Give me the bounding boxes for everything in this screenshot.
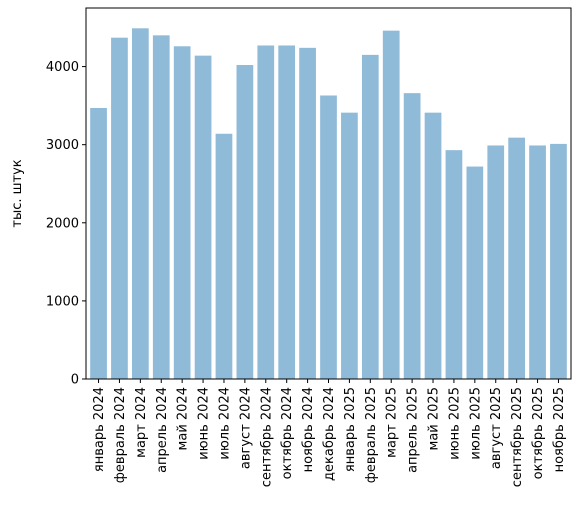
x-tick-label: апрель 2025 (406, 387, 421, 473)
y-tick-label: 3000 (46, 138, 79, 153)
x-axis: январь 2024 февраль 2024 март 2024 апрель 2… (92, 379, 567, 487)
bar (152, 35, 170, 379)
x-tick-label: январь 2025 (343, 387, 358, 472)
x-tick-label: январь 2024 (92, 387, 107, 472)
x-tick-label: май 2025 (427, 387, 442, 450)
y-tick-label: 1000 (46, 294, 79, 309)
bar (382, 30, 400, 380)
bar (236, 65, 254, 379)
x-tick-label: октябрь 2024 (280, 387, 295, 479)
bar (299, 47, 316, 380)
bar (90, 107, 107, 380)
bar (445, 150, 463, 379)
x-tick-label: декабрь 2024 (322, 387, 337, 481)
bar (173, 46, 191, 380)
bar (215, 133, 233, 379)
x-tick-label: февраль 2024 (113, 387, 128, 483)
bar (529, 145, 546, 379)
bar (278, 45, 296, 379)
x-tick-label: июль 2025 (468, 387, 483, 460)
y-tick-label: 2000 (46, 216, 79, 231)
y-axis: 0 1000 2000 3000 4000 (46, 60, 86, 388)
x-tick-label: июнь 2024 (197, 387, 212, 460)
x-tick-label: март 2024 (134, 387, 149, 458)
x-tick-label: май 2024 (176, 387, 191, 450)
bar (257, 45, 275, 379)
y-tick-label: 4000 (46, 60, 79, 75)
x-tick-label: август 2024 (238, 387, 253, 469)
bar (508, 137, 526, 379)
bar (361, 54, 379, 379)
bar (487, 145, 505, 379)
x-tick-label: ноябрь 2024 (301, 387, 316, 472)
bar (194, 55, 212, 379)
bar (341, 112, 358, 380)
x-tick-label: сентябрь 2024 (259, 387, 274, 487)
x-tick-label: сентябрь 2025 (510, 387, 525, 487)
x-tick-label: октябрь 2025 (531, 387, 546, 479)
bar (320, 95, 337, 379)
bar (131, 28, 149, 379)
bar (550, 143, 567, 379)
x-tick-label: август 2025 (489, 387, 504, 469)
bar (466, 166, 484, 379)
x-tick-label: ноябрь 2025 (552, 387, 567, 472)
y-axis-label: тыс. штук (10, 159, 25, 227)
x-tick-label: июнь 2025 (447, 387, 462, 460)
x-tick-label: февраль 2025 (364, 387, 379, 483)
x-tick-label: июль 2024 (217, 387, 232, 460)
x-tick-label: апрель 2024 (155, 387, 170, 473)
y-tick-label: 0 (71, 373, 79, 388)
bar (111, 37, 128, 380)
x-tick-label: март 2025 (385, 387, 400, 458)
bars-group (90, 28, 567, 380)
bar (403, 93, 421, 379)
bar (424, 112, 442, 380)
